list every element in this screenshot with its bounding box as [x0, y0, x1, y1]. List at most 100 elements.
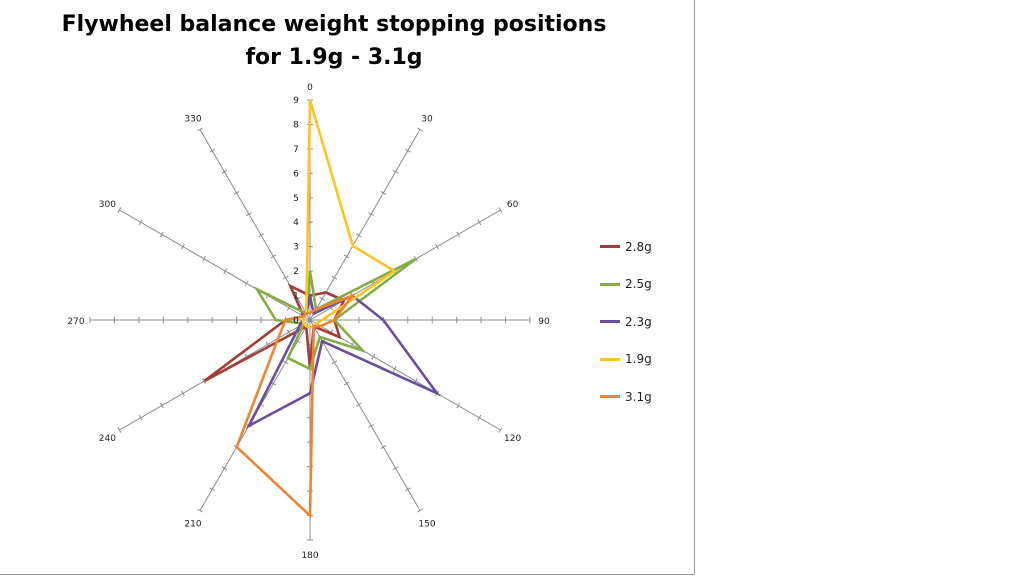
tick-mark: [282, 360, 289, 365]
radial-tick-label: 3: [293, 243, 299, 253]
tick-mark: [456, 402, 461, 409]
category-label-240: 240: [99, 434, 116, 444]
legend: 2.8g 2.5g 2.3g 1.9g 3.1g: [600, 228, 652, 416]
legend-label: 2.8g: [625, 239, 652, 254]
tick-mark: [380, 191, 387, 195]
category-label-120: 120: [504, 434, 521, 444]
tick-mark: [209, 148, 216, 153]
tick-mark: [392, 169, 399, 174]
tick-mark: [117, 427, 122, 433]
series-line-2.5g: [253, 257, 417, 371]
legend-item: 2.5g: [600, 266, 652, 304]
chart-area: Flywheel balance weight stopping positio…: [0, 0, 695, 575]
chart-title-line-1: Flywheel balance weight stopping positio…: [61, 12, 607, 37]
tick-mark: [498, 427, 503, 433]
radial-tick-label: 0: [293, 316, 299, 326]
category-label-270: 270: [67, 317, 84, 327]
tick-mark: [368, 423, 374, 428]
legend-item: 2.3g: [600, 303, 652, 341]
radial-tick-label: 7: [293, 145, 299, 155]
tick-mark: [392, 466, 399, 471]
category-label-330: 330: [184, 114, 201, 124]
tick-mark: [138, 414, 143, 421]
tick-mark: [117, 207, 122, 213]
spoke-30: [309, 129, 421, 321]
radar-labels: 0 30 60 90 120 150 180 210 240 270 300 330 0 1 2 3 4 5 6 7 8…: [67, 83, 550, 561]
radial-tick-label: 2: [293, 267, 299, 277]
tick-mark: [221, 466, 228, 471]
tick-mark: [246, 212, 252, 217]
tick-mark: [456, 231, 461, 238]
legend-label: 3.1g: [625, 389, 652, 404]
tick-mark: [331, 360, 338, 365]
legend-item: 3.1g: [600, 378, 652, 416]
legend-swatch: [600, 282, 620, 286]
tick-mark: [258, 233, 264, 238]
tick-mark: [197, 508, 203, 513]
tick-mark: [392, 366, 397, 372]
tick-mark: [138, 219, 143, 226]
legend-label: 2.3g: [625, 314, 652, 329]
spoke-120: [309, 319, 501, 431]
legend-swatch: [600, 395, 620, 399]
tick-mark: [368, 212, 374, 217]
legend-item: 1.9g: [600, 341, 652, 379]
legend-item: 2.8g: [600, 228, 652, 266]
tick-mark: [435, 243, 439, 250]
category-label-90: 90: [538, 317, 550, 327]
tick-mark: [209, 487, 216, 492]
tick-mark: [159, 231, 164, 238]
legend-swatch: [600, 320, 620, 324]
legend-label: 1.9g: [625, 352, 652, 367]
legend-swatch: [600, 245, 620, 249]
tick-mark: [159, 402, 164, 409]
tick-mark: [202, 256, 207, 262]
tick-mark: [233, 191, 240, 195]
chart-title-line-2: for 1.9g - 3.1g: [245, 45, 423, 70]
tick-mark: [356, 233, 362, 238]
legend-swatch: [600, 357, 620, 361]
radial-tick-label: 1: [293, 292, 299, 302]
tick-mark: [343, 254, 350, 259]
radar-series: [203, 99, 441, 519]
legend-label: 2.5g: [625, 277, 652, 292]
category-label-210: 210: [184, 520, 201, 530]
tick-mark: [417, 508, 423, 513]
chart-title: Flywheel balance weight stopping positio…: [0, 8, 668, 74]
radial-tick-label: 6: [293, 169, 299, 179]
tick-mark: [356, 402, 362, 407]
tick-mark: [343, 381, 350, 386]
tick-mark: [181, 390, 185, 397]
category-label-30: 30: [421, 114, 433, 124]
category-label-150: 150: [418, 520, 435, 530]
tick-mark: [417, 127, 423, 132]
tick-mark: [282, 275, 289, 280]
tick-mark: [371, 353, 376, 360]
category-label-0: 0: [307, 83, 313, 93]
spoke-150: [309, 319, 421, 511]
tick-mark: [380, 445, 387, 449]
category-label-60: 60: [507, 200, 519, 210]
radial-tick-label: 9: [293, 96, 299, 106]
tick-mark: [404, 487, 411, 492]
tick-mark: [197, 127, 203, 132]
tick-mark: [244, 280, 249, 287]
tick-mark: [477, 414, 482, 421]
series-line-3.1g: [235, 292, 356, 519]
tick-mark: [477, 219, 482, 226]
category-label-300: 300: [99, 200, 116, 210]
tick-mark: [498, 207, 503, 213]
series-line-2.8g: [203, 283, 346, 383]
tick-mark: [221, 169, 228, 174]
tick-mark: [331, 275, 338, 280]
radial-tick-label: 5: [293, 194, 299, 204]
tick-mark: [404, 148, 411, 153]
tick-mark: [319, 296, 326, 301]
radial-tick-label: 4: [293, 218, 299, 228]
tick-mark: [181, 243, 185, 250]
radar-chart: 0 30 60 90 120 150 180 210 240 270 300 330 0 1 2 3 4 5 6 7 8…: [67, 83, 550, 561]
category-label-180: 180: [301, 551, 318, 561]
radial-tick-label: 8: [293, 120, 299, 130]
tick-mark: [270, 254, 277, 259]
tick-mark: [223, 268, 228, 274]
